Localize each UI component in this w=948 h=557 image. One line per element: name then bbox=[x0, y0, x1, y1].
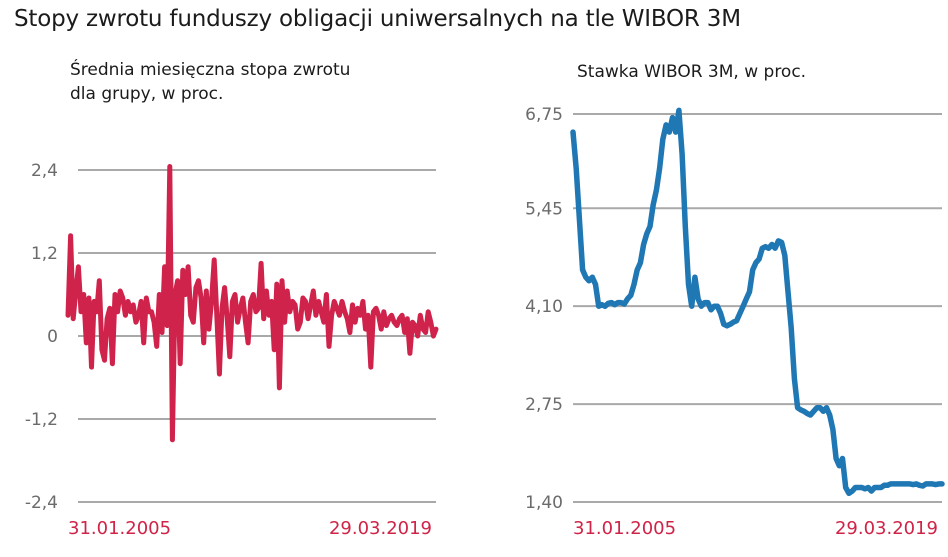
left-series-line bbox=[65, 164, 439, 443]
left-x-end-label: 29.03.2019 bbox=[329, 518, 432, 539]
left-y-tick-label: 1,2 bbox=[31, 244, 58, 264]
left-y-tick-label: 0 bbox=[47, 327, 58, 347]
right-series-line bbox=[570, 107, 945, 497]
right-x-start-label: 31.01.2005 bbox=[573, 518, 676, 539]
right-y-tick-label: 2,75 bbox=[525, 395, 563, 415]
left-y-tick-label: -2,4 bbox=[25, 493, 58, 513]
left-y-tick-label: -1,2 bbox=[25, 410, 58, 430]
right-y-tick-label: 4,10 bbox=[525, 297, 563, 317]
right-y-tick-label: 5,45 bbox=[525, 199, 563, 219]
right-chart-title: Stawka WIBOR 3M, w proc. bbox=[577, 62, 807, 82]
right-y-tick-label: 6,75 bbox=[525, 105, 563, 125]
page-title: Stopy zwrotu funduszy obligacji uniwersa… bbox=[14, 6, 741, 32]
right-x-end-label: 29.03.2019 bbox=[835, 518, 938, 539]
left-x-start-label: 31.01.2005 bbox=[68, 518, 171, 539]
right-y-tick-label: 1,40 bbox=[525, 493, 563, 513]
left-y-tick-label: 2,4 bbox=[31, 161, 58, 181]
left-chart-title: Średnia miesięczna stopa zwrotu dla grup… bbox=[70, 60, 351, 104]
